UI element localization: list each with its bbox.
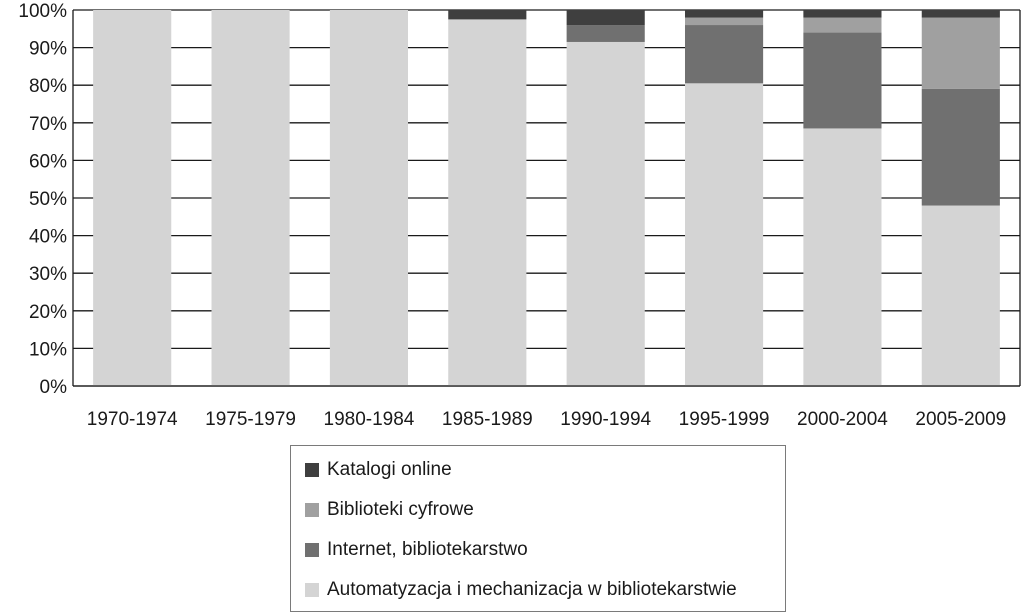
axis-labels: 0% 10% 20% 30% 40% 50% 60% 70% 80% 90% 100% 1970-19… bbox=[18, 1, 1006, 430]
y-tick-label: 0% bbox=[40, 377, 68, 398]
legend-swatch bbox=[305, 583, 319, 597]
bar-segment bbox=[921, 88, 1000, 206]
bar-segment bbox=[921, 10, 1000, 18]
y-tick-label: 70% bbox=[29, 114, 67, 135]
legend-item: Internet, bibliotekarstwo bbox=[305, 538, 528, 562]
x-tick-label: 1995-1999 bbox=[679, 409, 770, 430]
bar-segment bbox=[566, 10, 645, 26]
y-tick-label: 100% bbox=[18, 1, 67, 22]
bar-segment bbox=[803, 17, 882, 33]
bar-segment bbox=[684, 17, 764, 26]
bar-segment bbox=[448, 19, 527, 387]
bar-segment bbox=[211, 10, 290, 386]
legend-item: Automatyzacja i mechanizacja w bibliotek… bbox=[305, 578, 737, 602]
y-tick-label: 50% bbox=[29, 189, 67, 210]
x-tick-label: 1985-1989 bbox=[442, 409, 533, 430]
legend-label: Automatyzacja i mechanizacja w bibliotek… bbox=[327, 579, 737, 600]
bar-segment bbox=[803, 10, 882, 18]
x-tick-label: 1980-1984 bbox=[324, 409, 415, 430]
bar-segment bbox=[684, 83, 764, 386]
bar-segment bbox=[566, 41, 645, 387]
bar-segment bbox=[566, 25, 645, 42]
x-tick-label: 1975-1979 bbox=[205, 409, 296, 430]
stacked-bar-chart: 0% 10% 20% 30% 40% 50% 60% 70% 80% 90% 100% 1970-19… bbox=[18, 1, 1021, 430]
bar-segment bbox=[448, 10, 527, 20]
bar-segment bbox=[329, 10, 409, 386]
bar-segment bbox=[803, 32, 882, 129]
y-tick-label: 20% bbox=[29, 302, 67, 323]
legend: Katalogi online Biblioteki cyfrowe Interne… bbox=[290, 445, 786, 612]
x-tick-label: 2005-2009 bbox=[915, 409, 1006, 430]
bar-segment bbox=[684, 25, 764, 84]
y-tick-label: 40% bbox=[29, 227, 67, 248]
legend-label: Biblioteki cyfrowe bbox=[327, 499, 474, 520]
x-tick-label: 2000-2004 bbox=[797, 409, 888, 430]
bars bbox=[93, 10, 1000, 387]
legend-swatch bbox=[305, 543, 319, 557]
legend-label: Katalogi online bbox=[327, 459, 452, 480]
x-tick-label: 1970-1974 bbox=[87, 409, 178, 430]
bar-segment bbox=[684, 10, 764, 18]
legend-label: Internet, bibliotekarstwo bbox=[327, 539, 528, 560]
y-tick-label: 30% bbox=[29, 264, 67, 285]
bar-segment bbox=[921, 17, 1000, 89]
legend-swatch bbox=[305, 463, 319, 477]
bar-segment bbox=[93, 10, 172, 386]
y-tick-label: 90% bbox=[29, 39, 67, 60]
y-tick-label: 10% bbox=[29, 339, 67, 360]
y-tick-label: 60% bbox=[29, 151, 67, 172]
bar-segment bbox=[921, 205, 1000, 386]
x-tick-label: 1990-1994 bbox=[560, 409, 651, 430]
axes bbox=[72, 10, 1021, 387]
bar-segment bbox=[803, 128, 882, 386]
legend-item: Katalogi online bbox=[305, 458, 452, 482]
y-tick-label: 80% bbox=[29, 76, 67, 97]
legend-swatch bbox=[305, 503, 319, 517]
legend-item: Biblioteki cyfrowe bbox=[305, 498, 474, 522]
